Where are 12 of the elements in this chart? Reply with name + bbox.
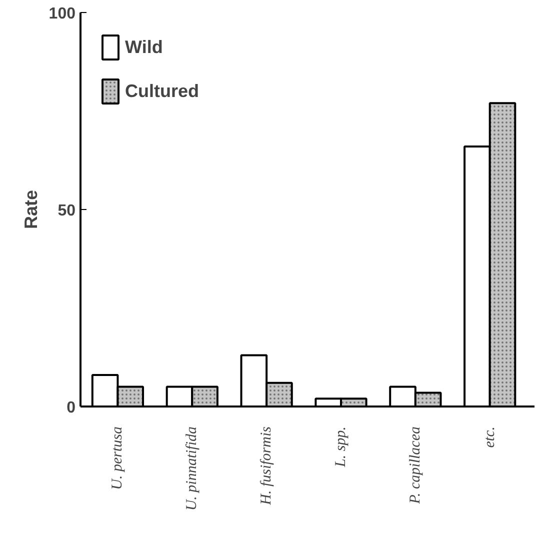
legend-label: Cultured xyxy=(125,80,199,102)
y-tick-label: 50 xyxy=(58,202,76,220)
x-tick-label: U. pertusa xyxy=(110,426,126,490)
x-tick-label: L. spp. xyxy=(332,426,349,468)
y-tick-label: 100 xyxy=(48,6,76,22)
y-axis-title: Rate xyxy=(20,190,41,230)
y-tick-label: 0 xyxy=(66,400,76,416)
x-tick-label: P. capillacea xyxy=(407,426,424,505)
x-tick-label: etc. xyxy=(482,426,498,448)
legend-label: Wild xyxy=(125,36,163,58)
x-tick-label: H. fusiformis xyxy=(258,426,275,506)
x-tick-label: U. pinnatifida xyxy=(184,426,200,511)
